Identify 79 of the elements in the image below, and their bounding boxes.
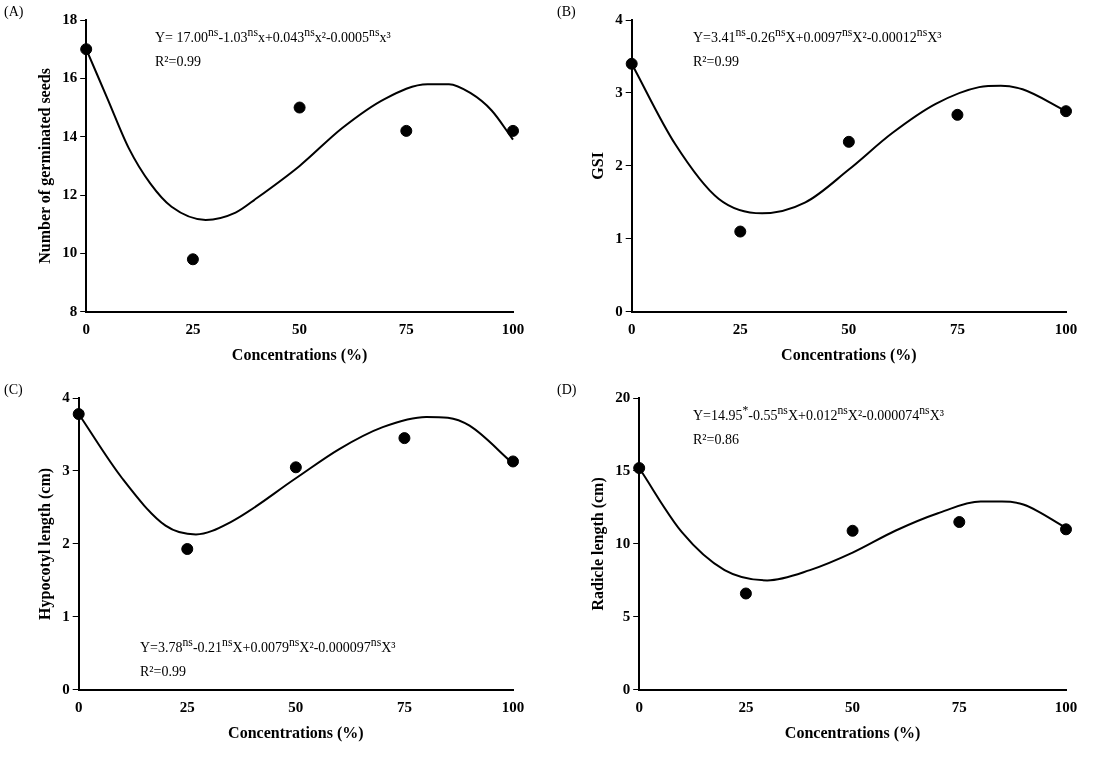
x-axis-title: Concentrations (%) — [784, 723, 921, 742]
x-tick-label: 100 — [501, 698, 525, 715]
point — [953, 516, 966, 529]
point — [80, 43, 93, 56]
point — [398, 432, 411, 445]
point — [181, 543, 194, 556]
x-tick-label: 75 — [951, 698, 967, 715]
annotation: R²=0.86 — [693, 432, 739, 448]
y-tick-label: 1 — [62, 607, 70, 624]
x-tick-label: 100 — [1054, 698, 1078, 715]
y-tick-label: 5 — [622, 607, 631, 624]
y-axis-title: Radicle length (cm) — [588, 477, 607, 611]
y-tick-label: 4 — [62, 388, 71, 405]
y-tick-label: 3 — [62, 461, 70, 478]
y-tick-label: 1 — [615, 229, 623, 246]
x-tick-label: 100 — [1054, 320, 1078, 337]
x-tick-label: 50 — [845, 698, 861, 715]
y-tick-label: 4 — [615, 10, 624, 27]
x-tick-label: 25 — [732, 320, 748, 337]
annotation: R²=0.99 — [140, 664, 186, 680]
y-tick-label: 3 — [615, 83, 623, 100]
point — [186, 253, 199, 266]
y-axis-title: Number of germinated seeds — [35, 68, 54, 264]
text: (A) — [4, 4, 24, 20]
point — [846, 524, 859, 537]
x-tick-label: 100 — [501, 320, 525, 337]
annotation: R²=0.99 — [693, 54, 739, 70]
x-tick-label: 25 — [185, 320, 201, 337]
y-axis-title: GSI — [588, 152, 606, 180]
text: Y= 17.00$^{ns}$-1.03$^{ns}$x+0.043$^{ns}$x²-0.0005$^{ns}$x³ — [155, 26, 391, 45]
y-tick-label: 16 — [62, 69, 78, 86]
y-tick-label: 18 — [62, 10, 78, 27]
x-tick-label: 50 — [288, 698, 304, 715]
annotation: R²=0.99 — [155, 54, 201, 70]
x-axis-title: Concentrations (%) — [781, 345, 917, 364]
y-tick-label: 12 — [62, 185, 78, 202]
text: (C) — [4, 382, 23, 398]
y-tick-label: 20 — [615, 388, 631, 405]
x-tick-label: 75 — [949, 320, 965, 337]
y-tick-label: 14 — [62, 127, 78, 144]
text: Y=3.41$^{ns}$-0.26$^{ns}$X+0.0097$^{ns}$X²-0.00012$^{ns}$X³ — [693, 26, 942, 45]
x-tick-label: 75 — [396, 698, 412, 715]
x-axis-title: Concentrations (%) — [231, 345, 368, 364]
point — [1060, 105, 1072, 118]
point — [72, 408, 85, 421]
x-tick-label: 75 — [398, 320, 414, 337]
x-axis-title: Concentrations (%) — [228, 723, 364, 742]
point — [400, 124, 413, 137]
y-tick-label: 0 — [62, 680, 70, 697]
point — [633, 462, 646, 475]
point — [507, 124, 519, 137]
text: Y=14.95$^{*}$-0.55$^{ns}$X+0.012$^{ns}$X²-0.000074$^{ns}$X³ — [693, 404, 944, 423]
x-tick-label: 50 — [841, 320, 857, 337]
point — [842, 135, 855, 148]
text: (B) — [557, 4, 576, 20]
y-tick-label: 15 — [615, 461, 631, 478]
point — [951, 108, 964, 121]
y-tick-label: 0 — [615, 302, 623, 319]
point — [507, 455, 519, 468]
x-tick-label: 0 — [635, 698, 643, 715]
y-tick-label: 10 — [62, 244, 78, 261]
x-tick-label: 25 — [738, 698, 754, 715]
y-tick-label: 0 — [622, 680, 631, 697]
y-tick-label: 2 — [615, 156, 623, 173]
x-tick-label: 0 — [82, 320, 90, 337]
point — [739, 587, 752, 600]
y-tick-label: 10 — [615, 534, 631, 551]
text: Y=3.78$^{ns}$-0.21$^{ns}$X+0.0079$^{ns}$X²-0.000097$^{ns}$X³ — [140, 636, 396, 655]
point — [625, 57, 638, 70]
point — [289, 461, 302, 474]
x-tick-label: 50 — [292, 320, 308, 337]
y-tick-label: 8 — [69, 302, 78, 319]
point — [1060, 523, 1072, 536]
text: (D) — [557, 382, 577, 398]
y-tick-label: 2 — [62, 534, 70, 551]
point — [734, 225, 747, 238]
point — [293, 101, 306, 114]
x-tick-label: 25 — [179, 698, 195, 715]
y-axis-title: Hypocotyl length (cm) — [35, 467, 54, 620]
